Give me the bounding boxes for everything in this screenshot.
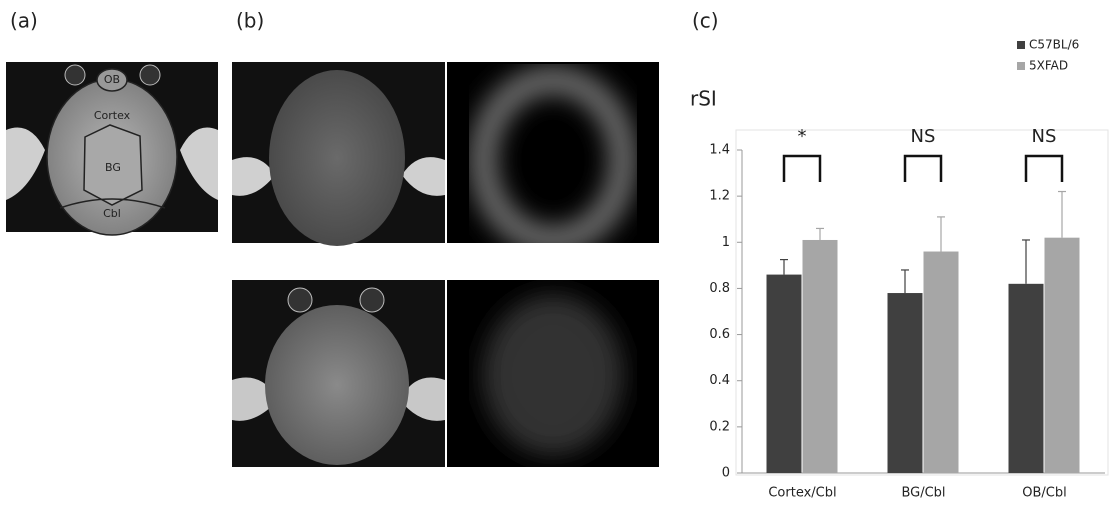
bar (924, 252, 959, 473)
error-bar (1022, 240, 1030, 284)
significance-label: NS (1032, 126, 1057, 147)
significance-bracket (905, 156, 941, 182)
bar (1009, 284, 1044, 473)
legend-swatch (1017, 41, 1025, 49)
bar (888, 293, 923, 473)
error-bar (901, 270, 909, 293)
error-bar (937, 217, 945, 252)
x-tick-label: BG/Cbl (901, 486, 945, 501)
mri-image-b-bottom (232, 280, 445, 467)
significance-label: * (798, 126, 807, 147)
y-tick-label: 1.2 (709, 189, 730, 204)
y-axis-label: rSI (690, 87, 717, 111)
error-bar (780, 260, 788, 275)
figure: (a) (b) (c) OB Cortex BG Cbl rSI 0 0.2 0.4… (0, 0, 1113, 511)
significance-bracket (1026, 156, 1062, 182)
y-tick-label: 1 (722, 235, 730, 250)
region-label: OB (104, 73, 120, 86)
panel-label: (c) (692, 9, 719, 33)
region-label: Cortex (94, 109, 131, 122)
panel-label: (b) (236, 9, 264, 33)
pet-image-b-top (447, 62, 659, 243)
bar (1045, 238, 1080, 473)
y-tick-label: 0 (722, 466, 730, 481)
x-tick-label: OB/Cbl (1022, 486, 1066, 501)
mri-image-b-top (232, 62, 445, 246)
legend-label: 5XFAD (1029, 59, 1068, 73)
y-tick-label: 0.8 (709, 281, 730, 296)
x-tick-label: Cortex/Cbl (768, 486, 836, 501)
y-tick-label: 1.4 (709, 143, 730, 158)
error-bar (816, 228, 824, 240)
region-label: BG (105, 161, 121, 174)
legend-label: C57BL/6 (1029, 38, 1079, 52)
region-label: Cbl (103, 207, 121, 220)
mri-image-a: OB Cortex BG Cbl (6, 62, 218, 235)
y-tick-label: 0.2 (709, 419, 730, 434)
significance-label: NS (911, 126, 936, 147)
pet-image-b-bottom (447, 280, 659, 467)
bar (803, 240, 838, 473)
panel-label: (a) (10, 9, 38, 33)
bar (767, 275, 802, 473)
y-tick-label: 0.4 (709, 373, 730, 388)
significance-bracket (784, 156, 820, 182)
y-tick-label: 0.6 (709, 327, 730, 342)
legend-swatch (1017, 62, 1025, 70)
error-bar (1058, 192, 1066, 238)
